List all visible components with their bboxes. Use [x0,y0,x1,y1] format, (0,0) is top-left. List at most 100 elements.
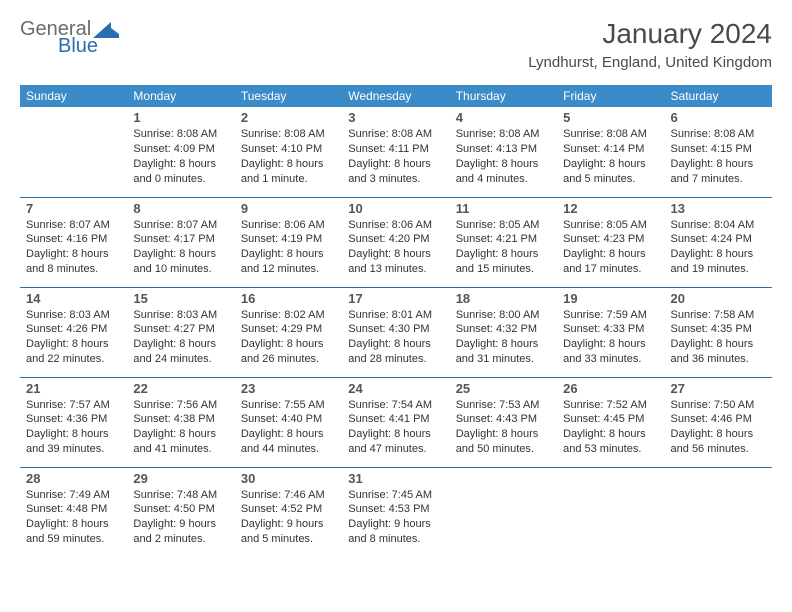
day-info: Sunrise: 8:05 AMSunset: 4:21 PMDaylight:… [456,218,551,277]
day-cell: 21Sunrise: 7:57 AMSunset: 4:36 PMDayligh… [20,377,127,467]
day-number: 24 [348,381,443,396]
day-cell: 4 Sunrise: 8:08 AMSunset: 4:13 PMDaylight… [450,107,557,197]
header: GeneralBlue January 2024 Lyndhurst, Engl… [20,18,772,71]
day-info: Sunrise: 8:04 AMSunset: 4:24 PMDaylight:… [671,218,766,277]
day-info: Sunrise: 8:08 AMSunset: 4:11 PMDaylight:… [348,127,443,186]
day-number: 12 [563,201,658,216]
day-number: 6 [671,110,766,125]
day-cell: 24Sunrise: 7:54 AMSunset: 4:41 PMDayligh… [342,377,449,467]
day-info: Sunrise: 7:52 AMSunset: 4:45 PMDaylight:… [563,398,658,457]
day-cell: 25 Sunrise: 7:53 AMSunset: 4:43 PMDayligh… [450,377,557,467]
week-row: 21Sunrise: 7:57 AMSunset: 4:36 PMDayligh… [20,377,772,467]
day-cell: 26 Sunrise: 7:52 AMSunset: 4:45 PMDayligh… [557,377,664,467]
day-cell: 13 Sunrise: 8:04 AMSunset: 4:24 PMDayligh… [665,197,772,287]
col-saturday: Saturday [665,85,772,107]
day-number: 11 [456,201,551,216]
day-number: 14 [26,291,121,306]
day-info: Sunrise: 8:07 AMSunset: 4:17 PMDaylight:… [133,218,228,277]
day-info: Sunrise: 7:56 AMSunset: 4:38 PMDaylight:… [133,398,228,457]
day-cell: 17 Sunrise: 8:01 AMSunset: 4:30 PMDayligh… [342,287,449,377]
day-info: Sunrise: 8:03 AMSunset: 4:27 PMDaylight:… [133,308,228,367]
day-cell: 1 Sunrise: 8:08 AMSunset: 4:09 PMDaylight… [127,107,234,197]
day-number: 15 [133,291,228,306]
header-row: Sunday Monday Tuesday Wednesday Thursday… [20,85,772,107]
day-number: 8 [133,201,228,216]
col-tuesday: Tuesday [235,85,342,107]
day-number: 27 [671,381,766,396]
day-number: 23 [241,381,336,396]
day-cell: 5Sunrise: 8:08 AMSunset: 4:14 PMDaylight… [557,107,664,197]
col-monday: Monday [127,85,234,107]
day-info: Sunrise: 8:01 AMSunset: 4:30 PMDaylight:… [348,308,443,367]
day-cell: 7 Sunrise: 8:07 AMSunset: 4:16 PMDaylight… [20,197,127,287]
day-cell [665,467,772,557]
day-info: Sunrise: 8:00 AMSunset: 4:32 PMDaylight:… [456,308,551,367]
day-number: 2 [241,110,336,125]
day-info: Sunrise: 7:55 AMSunset: 4:40 PMDaylight:… [241,398,336,457]
day-info: Sunrise: 8:06 AMSunset: 4:20 PMDaylight:… [348,218,443,277]
day-number: 7 [26,201,121,216]
day-info: Sunrise: 7:59 AMSunset: 4:33 PMDaylight:… [563,308,658,367]
day-info: Sunrise: 7:45 AMSunset: 4:53 PMDaylight:… [348,488,443,547]
day-cell: 3 Sunrise: 8:08 AMSunset: 4:11 PMDaylight… [342,107,449,197]
day-number: 13 [671,201,766,216]
day-number: 22 [133,381,228,396]
day-number: 28 [26,471,121,486]
day-info: Sunrise: 7:48 AMSunset: 4:50 PMDaylight:… [133,488,228,547]
calendar-table: Sunday Monday Tuesday Wednesday Thursday… [20,85,772,557]
day-cell: 14 Sunrise: 8:03 AMSunset: 4:26 PMDayligh… [20,287,127,377]
day-cell: 27 Sunrise: 7:50 AMSunset: 4:46 PMDayligh… [665,377,772,467]
day-number: 17 [348,291,443,306]
day-info: Sunrise: 7:53 AMSunset: 4:43 PMDaylight:… [456,398,551,457]
day-info: Sunrise: 7:46 AMSunset: 4:52 PMDaylight:… [241,488,336,547]
day-info: Sunrise: 7:50 AMSunset: 4:46 PMDaylight:… [671,398,766,457]
day-number: 26 [563,381,658,396]
title-block: January 2024 Lyndhurst, England, United … [528,18,772,71]
week-row: 7 Sunrise: 8:07 AMSunset: 4:16 PMDaylight… [20,197,772,287]
day-cell: 6Sunrise: 8:08 AMSunset: 4:15 PMDaylight… [665,107,772,197]
day-cell: 31 Sunrise: 7:45 AMSunset: 4:53 PMDayligh… [342,467,449,557]
day-number: 10 [348,201,443,216]
day-number: 18 [456,291,551,306]
day-number: 3 [348,110,443,125]
day-number: 1 [133,110,228,125]
page-title: January 2024 [528,18,772,50]
day-cell: 19Sunrise: 7:59 AMSunset: 4:33 PMDayligh… [557,287,664,377]
day-cell: 2 Sunrise: 8:08 AMSunset: 4:10 PMDaylight… [235,107,342,197]
day-number: 30 [241,471,336,486]
day-cell: 15 Sunrise: 8:03 AMSunset: 4:27 PMDayligh… [127,287,234,377]
location-label: Lyndhurst, England, United Kingdom [528,54,772,71]
day-cell: 8 Sunrise: 8:07 AMSunset: 4:17 PMDaylight… [127,197,234,287]
day-cell: 30 Sunrise: 7:46 AMSunset: 4:52 PMDayligh… [235,467,342,557]
day-info: Sunrise: 7:58 AMSunset: 4:35 PMDaylight:… [671,308,766,367]
day-number: 31 [348,471,443,486]
day-cell: 12Sunrise: 8:05 AMSunset: 4:23 PMDayligh… [557,197,664,287]
day-info: Sunrise: 8:08 AMSunset: 4:10 PMDaylight:… [241,127,336,186]
day-info: Sunrise: 8:08 AMSunset: 4:13 PMDaylight:… [456,127,551,186]
day-cell: 28Sunrise: 7:49 AMSunset: 4:48 PMDayligh… [20,467,127,557]
day-info: Sunrise: 8:07 AMSunset: 4:16 PMDaylight:… [26,218,121,277]
day-cell: 29Sunrise: 7:48 AMSunset: 4:50 PMDayligh… [127,467,234,557]
day-number: 16 [241,291,336,306]
logo-text-blue: Blue [58,35,98,58]
day-cell: 10 Sunrise: 8:06 AMSunset: 4:20 PMDayligh… [342,197,449,287]
day-cell: 20Sunrise: 7:58 AMSunset: 4:35 PMDayligh… [665,287,772,377]
day-cell: 22 Sunrise: 7:56 AMSunset: 4:38 PMDayligh… [127,377,234,467]
col-sunday: Sunday [20,85,127,107]
day-number: 4 [456,110,551,125]
logo: GeneralBlue [20,18,119,58]
day-number: 9 [241,201,336,216]
week-row: 28Sunrise: 7:49 AMSunset: 4:48 PMDayligh… [20,467,772,557]
day-number: 25 [456,381,551,396]
day-info: Sunrise: 8:08 AMSunset: 4:14 PMDaylight:… [563,127,658,186]
day-info: Sunrise: 7:57 AMSunset: 4:36 PMDaylight:… [26,398,121,457]
day-info: Sunrise: 8:03 AMSunset: 4:26 PMDaylight:… [26,308,121,367]
week-row: 14 Sunrise: 8:03 AMSunset: 4:26 PMDayligh… [20,287,772,377]
day-info: Sunrise: 8:08 AMSunset: 4:09 PMDaylight:… [133,127,228,186]
day-cell: 16Sunrise: 8:02 AMSunset: 4:29 PMDayligh… [235,287,342,377]
day-cell [557,467,664,557]
col-wednesday: Wednesday [342,85,449,107]
day-cell: 18 Sunrise: 8:00 AMSunset: 4:32 PMDayligh… [450,287,557,377]
day-cell: 9Sunrise: 8:06 AMSunset: 4:19 PMDaylight… [235,197,342,287]
day-cell [450,467,557,557]
